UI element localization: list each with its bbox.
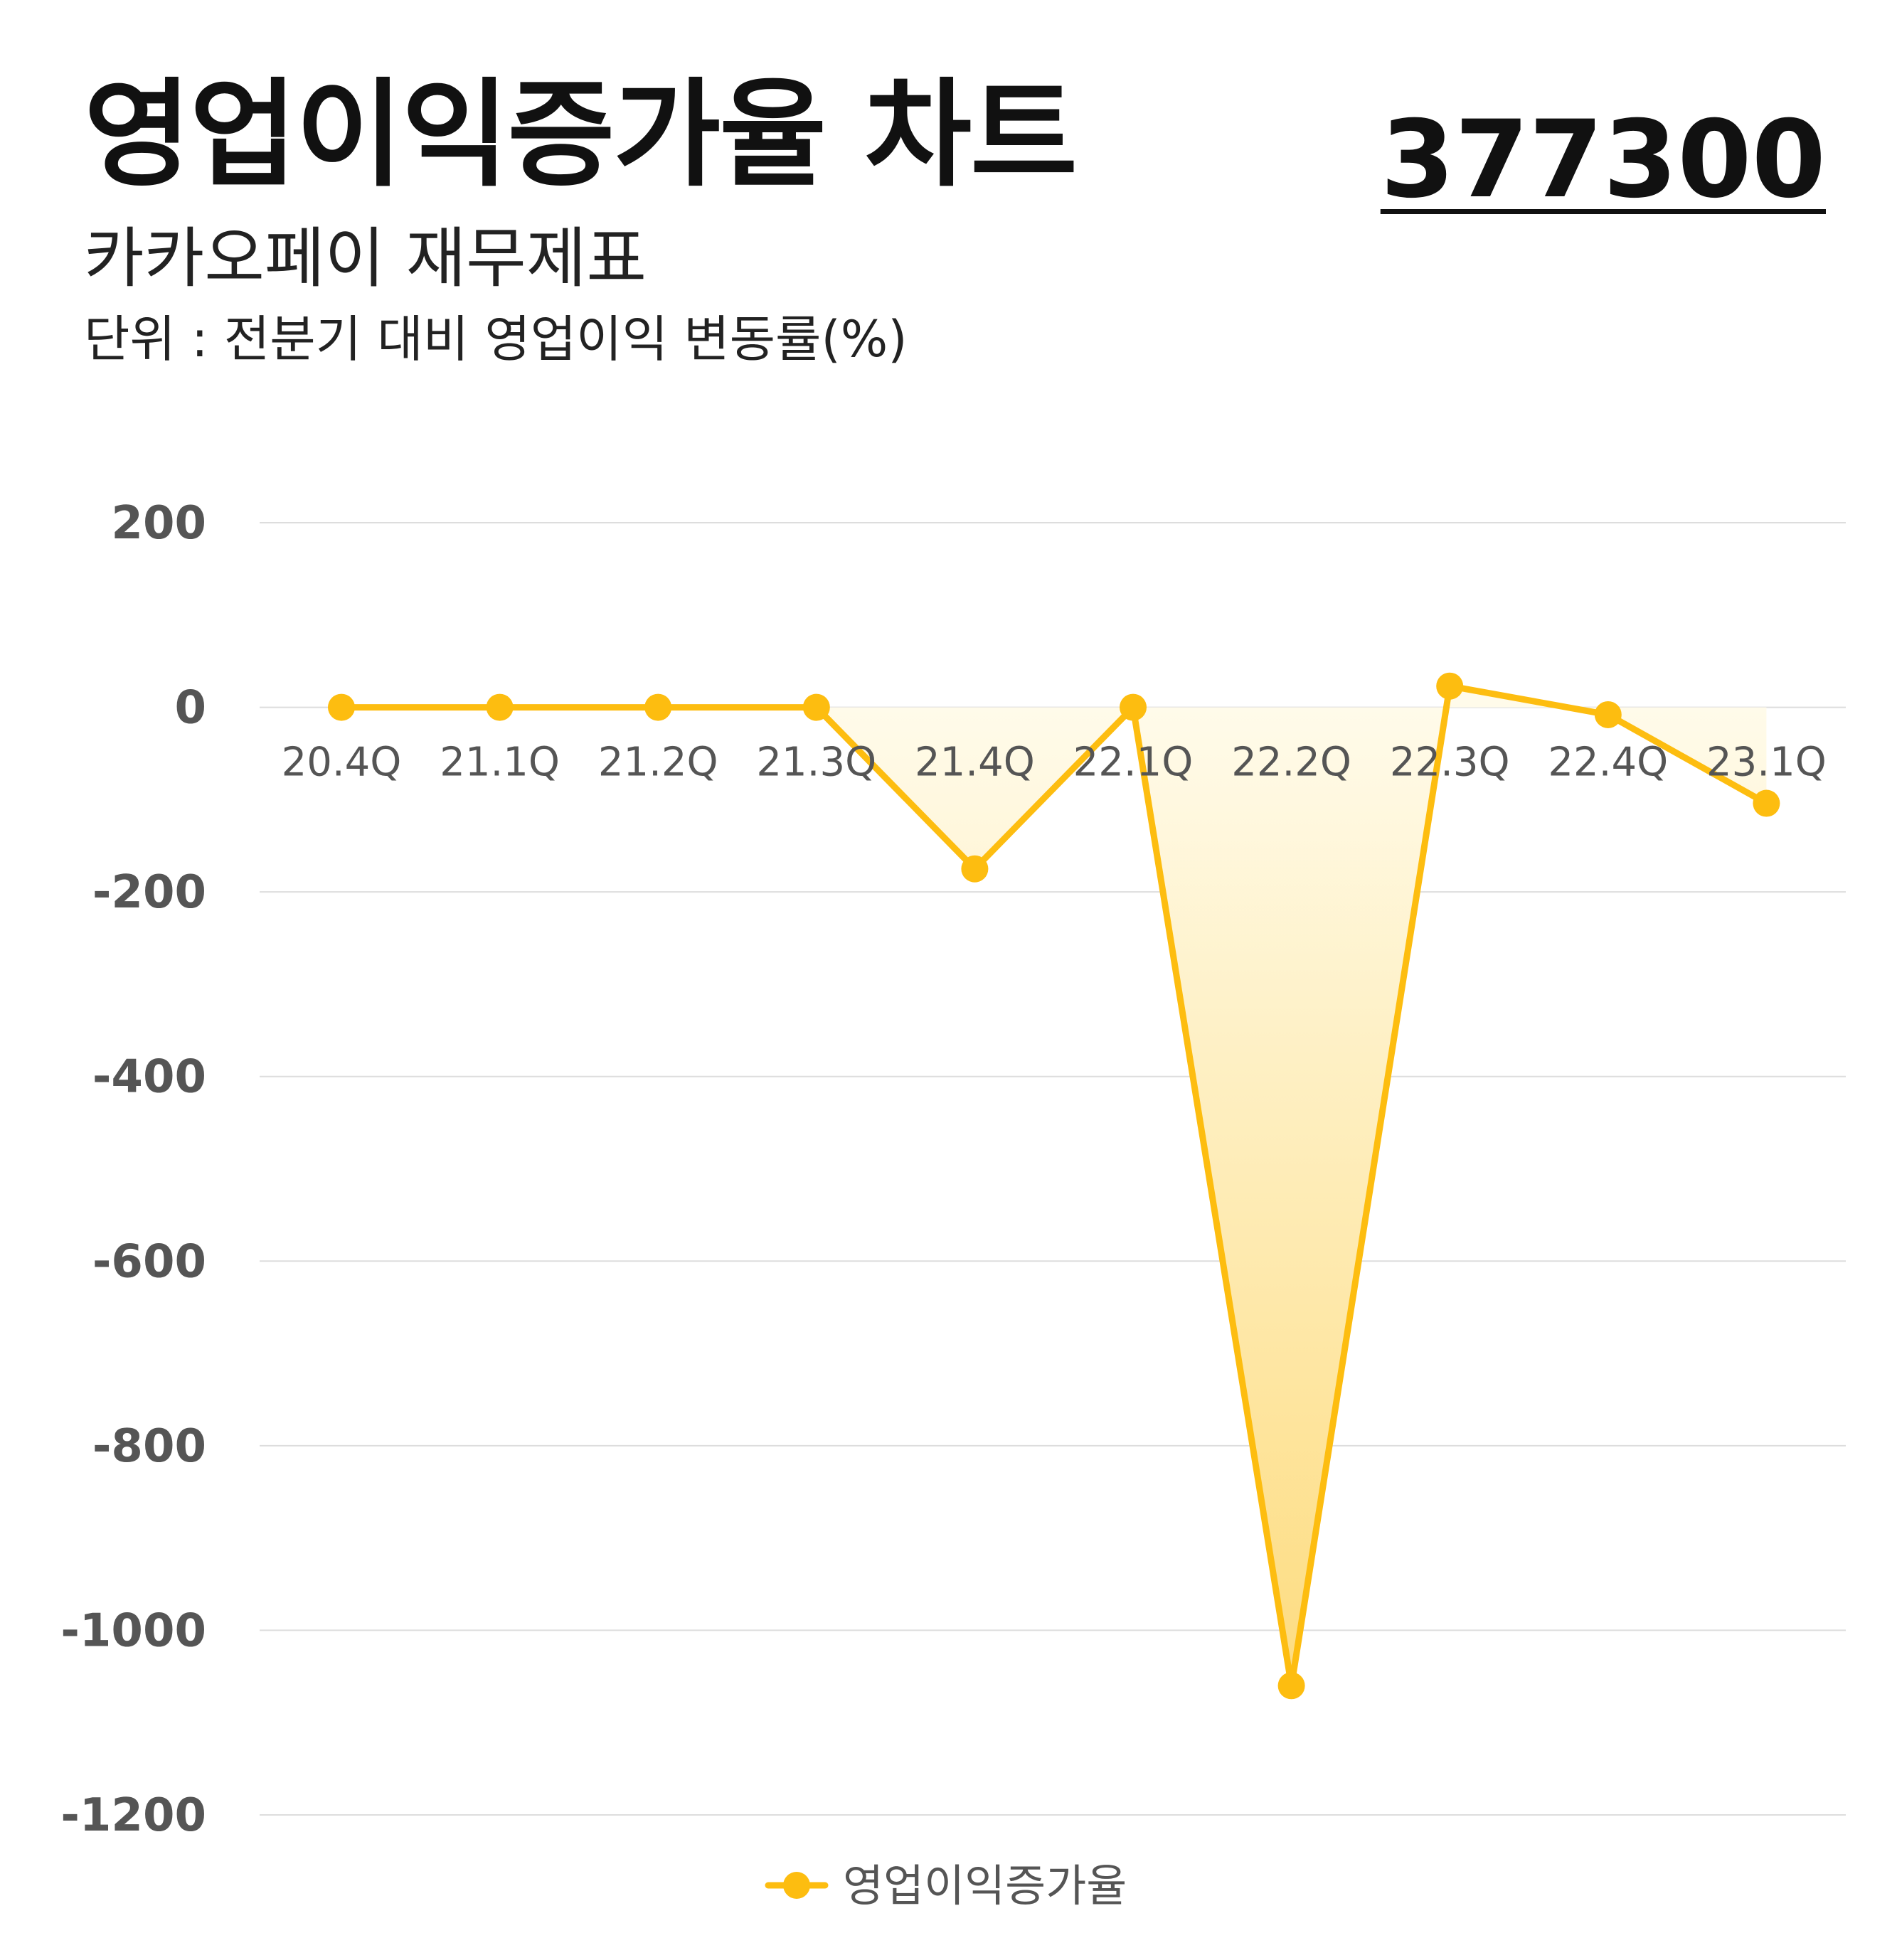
data-point [1436,672,1464,700]
data-point [1753,789,1780,817]
stock-code: 377300 [1380,98,1826,222]
y-tick-label: -600 [92,1235,206,1288]
x-tick-label: 21.2Q [598,740,718,786]
x-tick-label: 21.1Q [440,740,560,786]
x-tick-label: 22.2Q [1231,740,1351,786]
x-axis: 20.4Q 21.1Q 21.2Q 21.3Q 21.4Q 22.1Q 22.2Q 22.3Q… [282,740,1827,786]
y-tick-label: -1000 [60,1604,206,1657]
y-tick-label: -200 [92,866,206,919]
data-point [802,693,830,721]
x-tick-label: 21.3Q [756,740,876,786]
x-tick-label: 22.4Q [1548,740,1668,786]
data-point [1277,1672,1305,1700]
unit-label: 단위 : 전분기 대비 영업이익 변동률(%) [84,310,908,368]
data-point [961,855,989,883]
chart-subtitle: 카카오페이 재무제표 [84,220,647,297]
y-tick-label: 0 [174,682,206,735]
series-line [338,683,1770,1689]
data-point [328,693,355,721]
area-fill [341,686,1767,1686]
x-tick-label: 23.1Q [1706,740,1827,786]
data-point [1120,693,1147,721]
legend-marker [783,1872,810,1899]
legend: 영업이익증가율 [765,1860,1127,1912]
y-tick-label: 200 [111,497,206,550]
y-axis: 200 0 -200 -400 -600 -800 -1000 -1200 [60,497,206,1842]
legend-label: 영업이익증가율 [843,1860,1127,1912]
y-tick-label: -800 [92,1420,206,1473]
x-tick-label: 22.1Q [1073,740,1194,786]
data-points [328,672,1780,1700]
x-tick-label: 20.4Q [282,740,402,786]
y-tick-label: -400 [92,1051,206,1104]
chart-title: 영업이익증가율 차트 [84,67,1078,203]
data-point [486,693,514,721]
y-tick-label: -1200 [60,1789,206,1842]
x-tick-label: 21.4Q [915,740,1035,786]
x-tick-label: 22.3Q [1390,740,1510,786]
data-point [644,693,672,721]
data-point [1594,701,1622,728]
